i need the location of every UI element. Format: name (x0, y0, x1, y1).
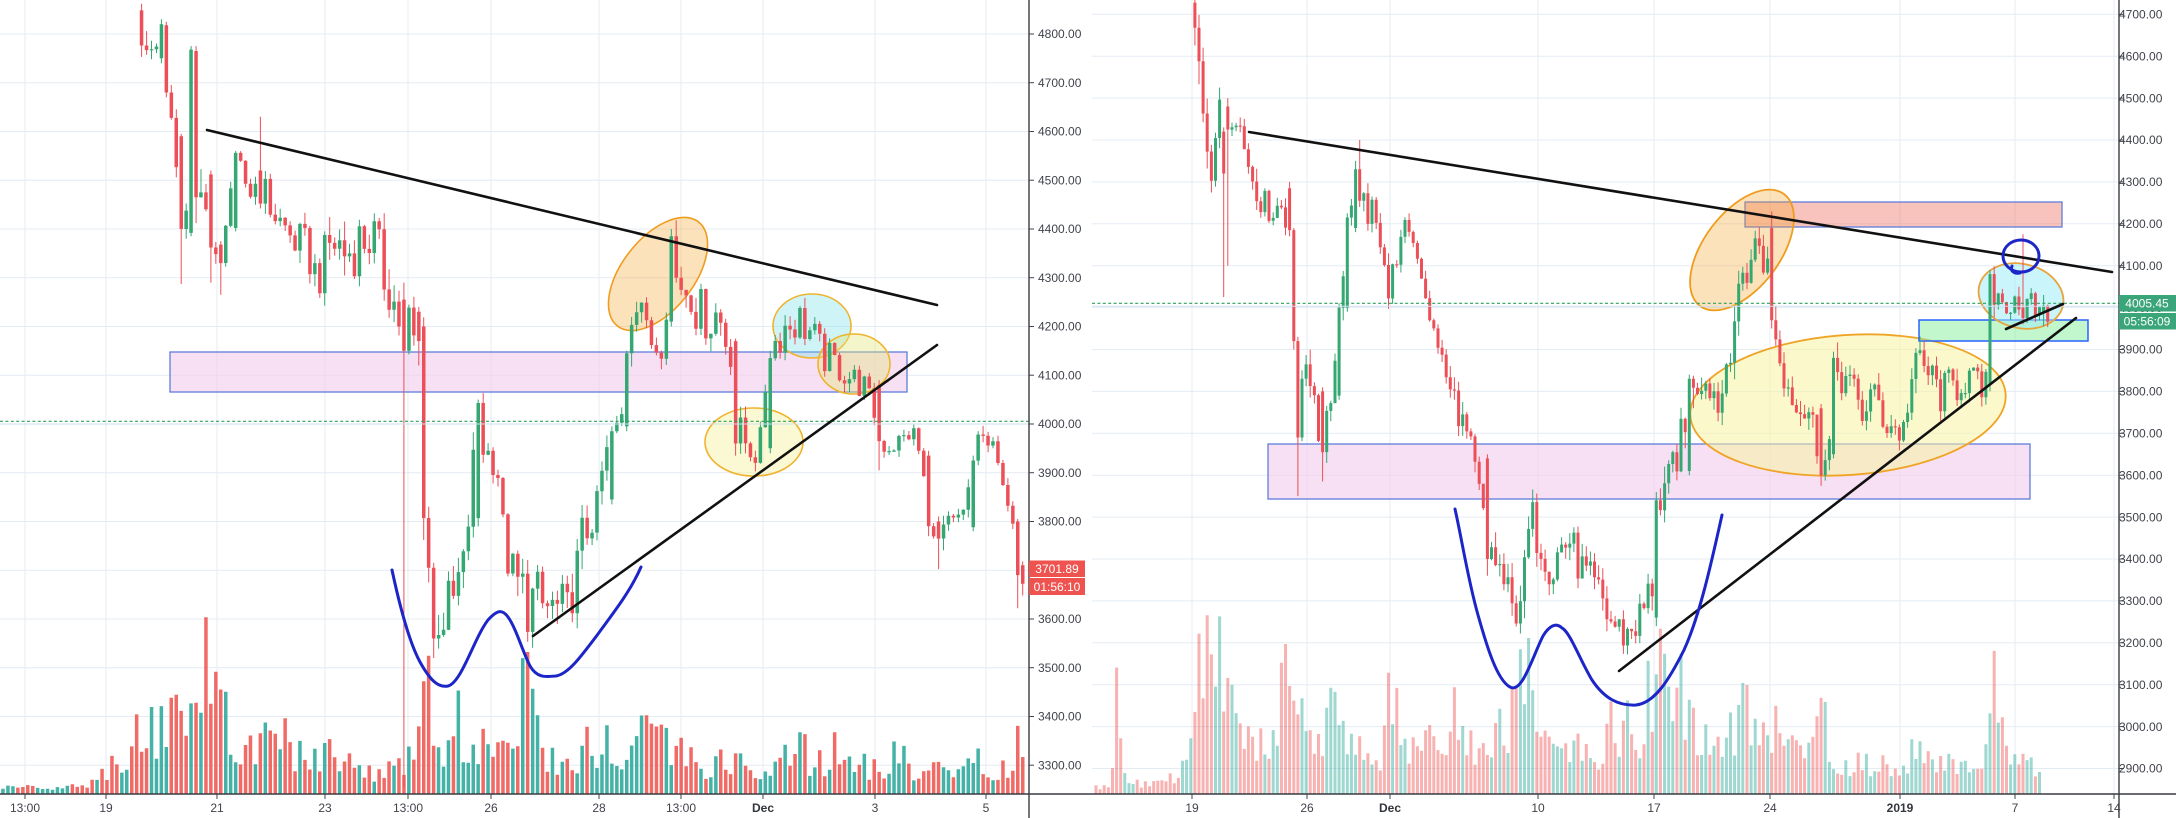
svg-text:3900.00: 3900.00 (2119, 343, 2163, 357)
svg-text:Dec: Dec (1379, 801, 1401, 815)
svg-text:7: 7 (2012, 801, 2019, 815)
svg-text:4600.00: 4600.00 (2119, 49, 2163, 63)
svg-text:24: 24 (1763, 801, 1777, 815)
svg-text:3600.00: 3600.00 (2119, 468, 2163, 482)
svg-text:3800.00: 3800.00 (2119, 385, 2163, 399)
svg-text:13:00: 13:00 (10, 801, 40, 815)
svg-text:13:00: 13:00 (666, 801, 696, 815)
svg-text:4300.00: 4300.00 (1038, 271, 1082, 285)
svg-text:4200.00: 4200.00 (2119, 217, 2163, 231)
svg-text:26: 26 (484, 801, 498, 815)
svg-text:3400.00: 3400.00 (2119, 552, 2163, 566)
svg-text:3200.00: 3200.00 (2119, 636, 2163, 650)
svg-text:2019: 2019 (1887, 801, 1914, 815)
svg-text:3000.00: 3000.00 (2119, 720, 2163, 734)
svg-text:10: 10 (1531, 801, 1545, 815)
svg-text:4100.00: 4100.00 (2119, 259, 2163, 273)
svg-text:4400.00: 4400.00 (2119, 133, 2163, 147)
svg-text:4000.00: 4000.00 (1038, 417, 1082, 431)
svg-text:17: 17 (1647, 801, 1661, 815)
svg-text:4700.00: 4700.00 (1038, 76, 1082, 90)
svg-text:2900.00: 2900.00 (2119, 762, 2163, 776)
svg-text:3300.00: 3300.00 (2119, 594, 2163, 608)
svg-text:14: 14 (2107, 801, 2121, 815)
svg-text:4800.00: 4800.00 (1038, 27, 1082, 41)
svg-text:4500.00: 4500.00 (1038, 173, 1082, 187)
svg-text:4300.00: 4300.00 (2119, 175, 2163, 189)
svg-text:19: 19 (1185, 801, 1199, 815)
svg-text:3500.00: 3500.00 (2119, 510, 2163, 524)
svg-text:5: 5 (983, 801, 990, 815)
svg-text:4200.00: 4200.00 (1038, 320, 1082, 334)
svg-text:4500.00: 4500.00 (2119, 91, 2163, 105)
svg-text:4005.45: 4005.45 (2125, 297, 2169, 311)
svg-text:13:00: 13:00 (393, 801, 423, 815)
svg-text:3: 3 (872, 801, 879, 815)
svg-text:4700.00: 4700.00 (2119, 8, 2163, 22)
svg-text:3800.00: 3800.00 (1038, 515, 1082, 529)
svg-text:Dec: Dec (752, 801, 774, 815)
svg-text:3300.00: 3300.00 (1038, 758, 1082, 772)
svg-text:3100.00: 3100.00 (2119, 678, 2163, 692)
svg-text:4100.00: 4100.00 (1038, 368, 1082, 382)
svg-text:4600.00: 4600.00 (1038, 125, 1082, 139)
svg-text:01:56:10: 01:56:10 (1034, 580, 1081, 594)
svg-text:21: 21 (210, 801, 224, 815)
svg-text:28: 28 (592, 801, 606, 815)
svg-text:3900.00: 3900.00 (1038, 466, 1082, 480)
svg-text:4400.00: 4400.00 (1038, 222, 1082, 236)
svg-text:19: 19 (99, 801, 113, 815)
svg-text:3701.89: 3701.89 (1035, 562, 1079, 576)
svg-text:3700.00: 3700.00 (2119, 427, 2163, 441)
svg-text:3400.00: 3400.00 (1038, 710, 1082, 724)
svg-text:05:56:09: 05:56:09 (2124, 315, 2171, 329)
svg-text:23: 23 (318, 801, 332, 815)
svg-text:26: 26 (1300, 801, 1314, 815)
svg-text:3600.00: 3600.00 (1038, 612, 1082, 626)
svg-text:3500.00: 3500.00 (1038, 661, 1082, 675)
